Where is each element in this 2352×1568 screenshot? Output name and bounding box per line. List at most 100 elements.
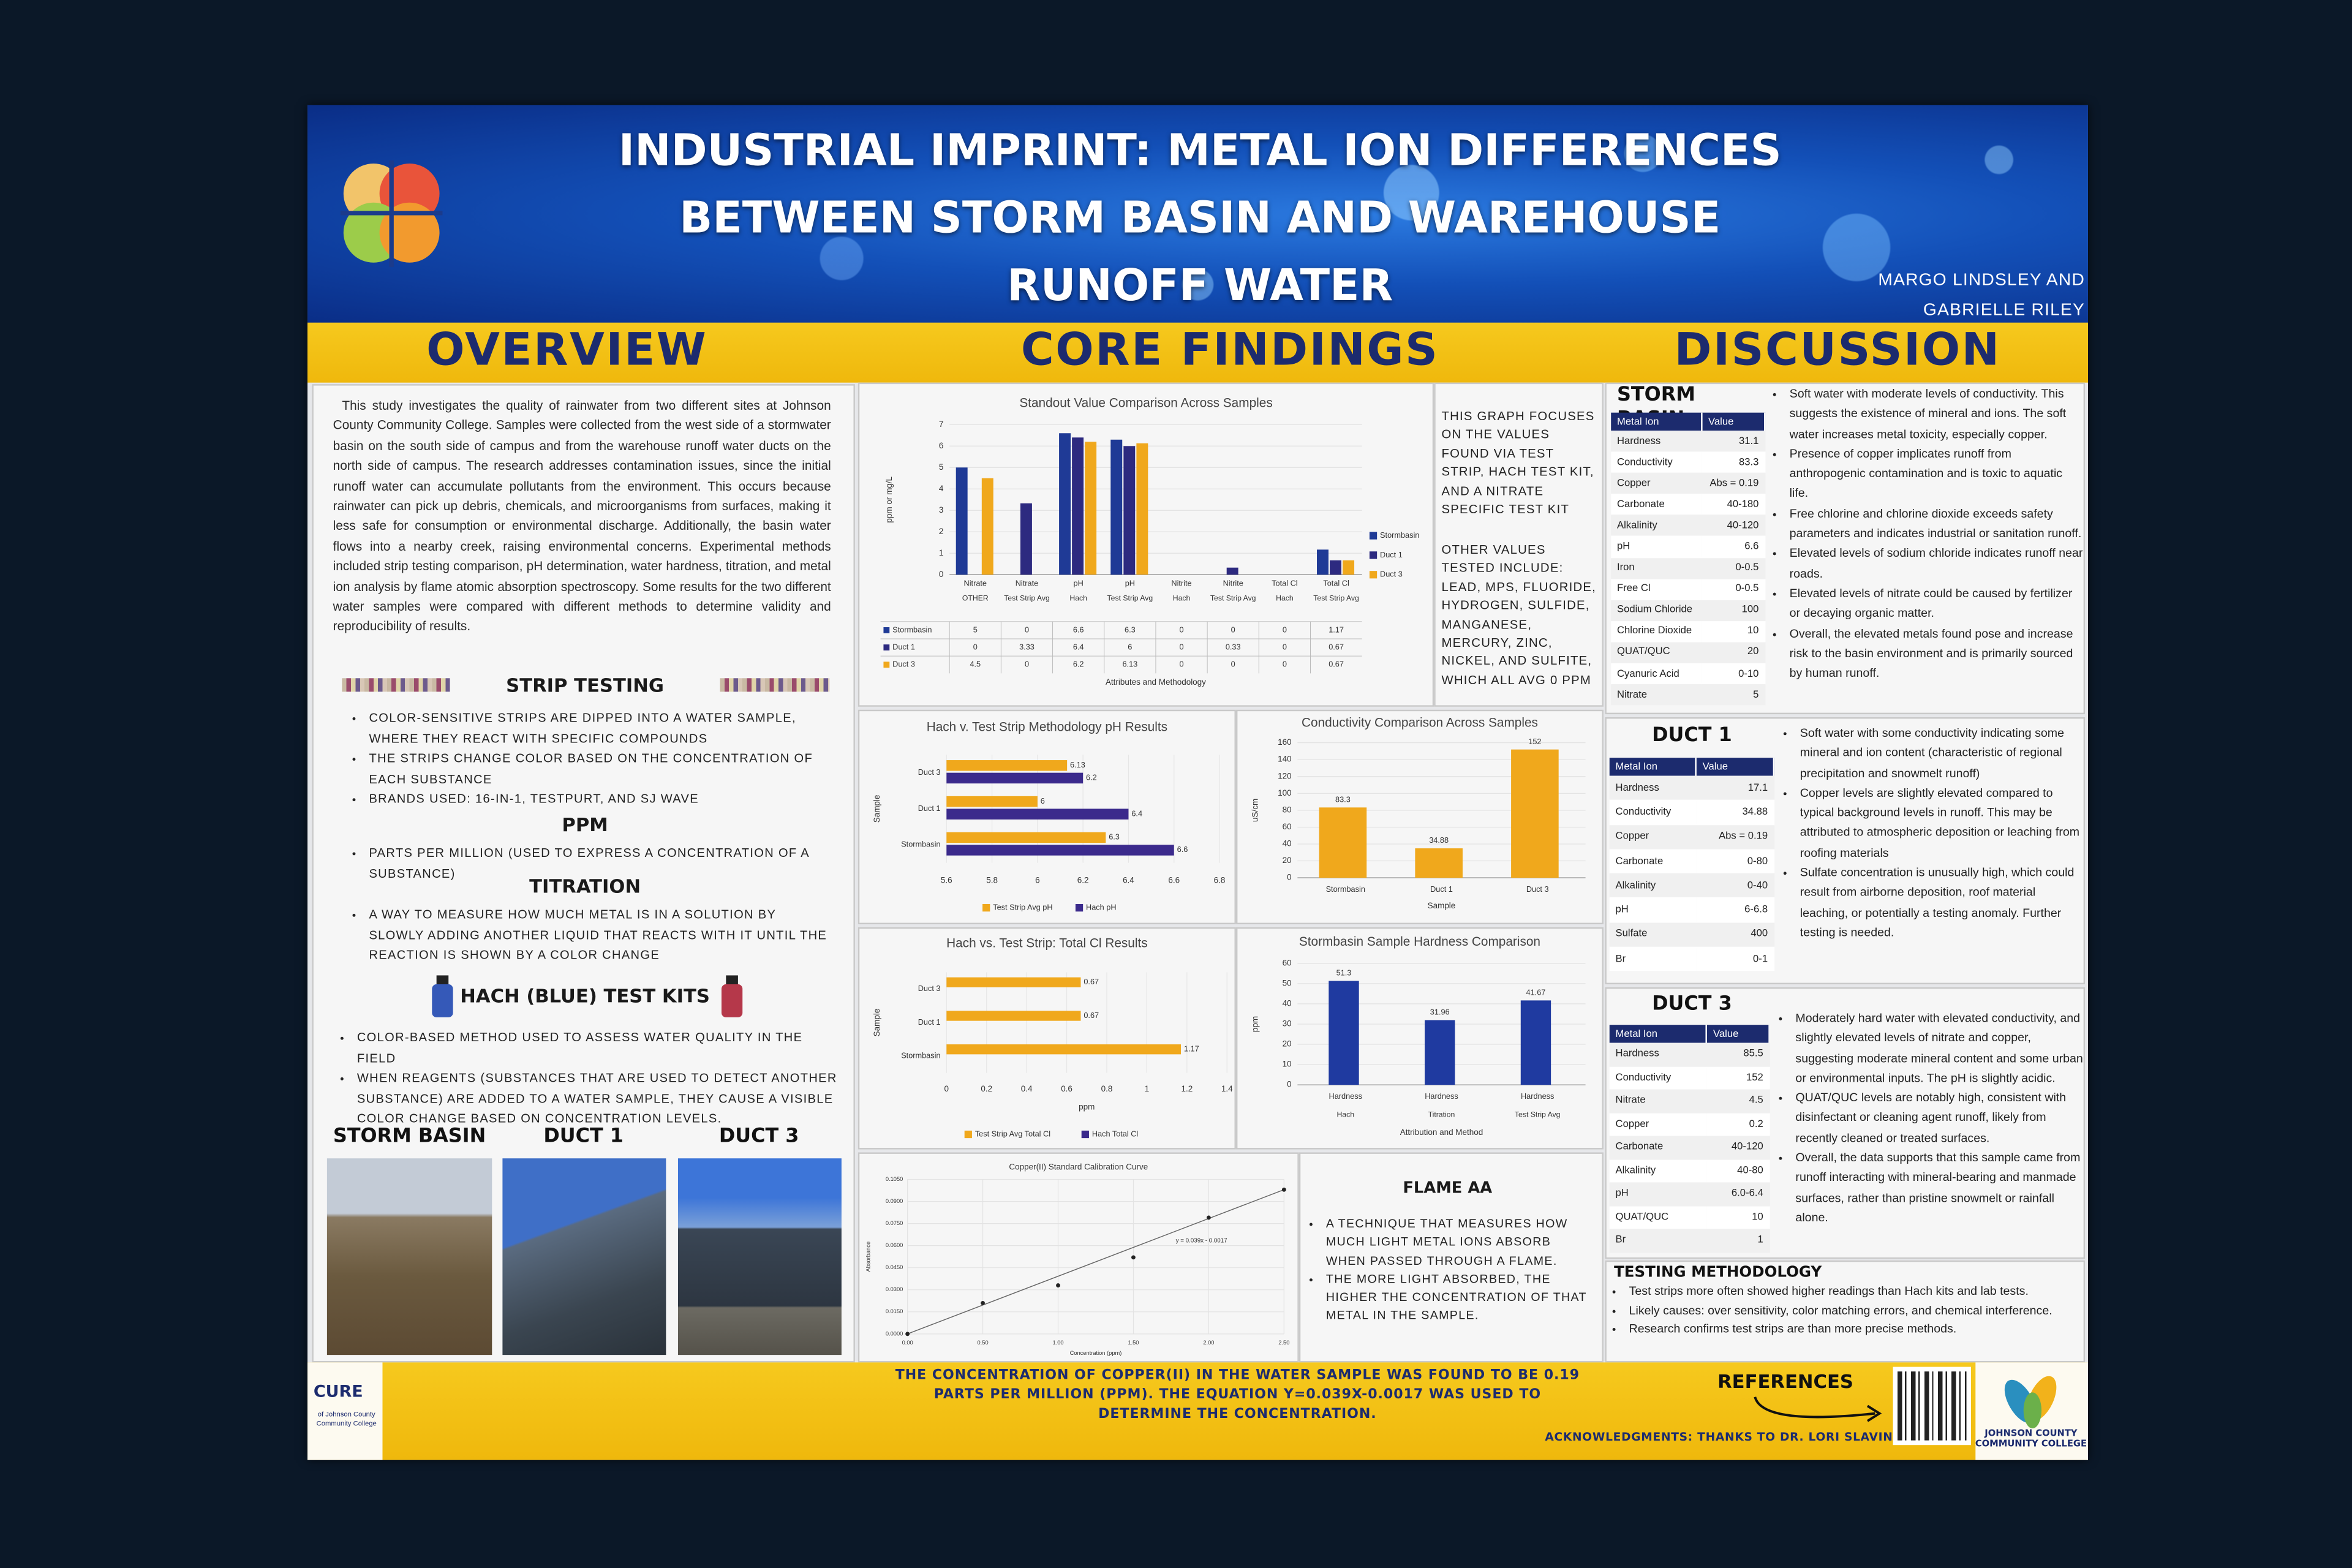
sub-heading: PPM	[562, 813, 608, 836]
column-header: Value	[1695, 758, 1775, 776]
column-header: Value	[1701, 412, 1766, 431]
bullet: Copper levels are slightly elevated comp…	[1800, 783, 2082, 863]
data-point	[981, 1300, 986, 1305]
bottle-cap	[726, 975, 738, 985]
data-table: Metal Ion Value Hardness 17.1 Conductivity 34…	[1609, 758, 1775, 971]
legend-swatch	[1081, 1130, 1089, 1139]
bullet-list: PARTS PER MILLION (USED TO EXPRESS A CON…	[351, 843, 831, 884]
y-tick-label: 100	[1278, 788, 1291, 797]
bullet: COLOR-BASED METHOD USED TO ASSESS WATER …	[357, 1028, 840, 1068]
brain-logo	[340, 160, 443, 268]
column-header: Metal Ion	[1609, 1025, 1708, 1043]
bottle-body	[721, 984, 743, 1017]
conductivity-chart: 0 20 40 60 80 100 120 140 160 Stormbasin 83.3 Duct …	[1250, 715, 1586, 910]
table-cell: 1	[1757, 1235, 1763, 1246]
data-label: 0.67	[1084, 1011, 1099, 1020]
bar	[946, 772, 1084, 784]
x-tick-label: Nitrite	[1171, 578, 1191, 587]
chart-title: Stormbasin Sample Hardness Comparison	[1299, 935, 1540, 949]
table-row: Hardness 85.5	[1609, 1042, 1770, 1066]
data-label: 0.67	[1084, 977, 1099, 986]
table-cell: Hardness	[1617, 435, 1661, 447]
authors: MARGO LINDSLEY AND GABRIELLE RILEY	[1725, 266, 2085, 326]
bullet-list: A TECHNIQUE THAT MEASURES HOW MUCH LIGHT…	[1308, 1215, 1593, 1326]
table-cell: 0	[1025, 625, 1029, 634]
x-tick-label: pH	[1074, 578, 1084, 587]
table-cell: Nitrate	[1617, 690, 1648, 701]
bar	[946, 760, 1068, 771]
hardness-chart: 0 10 20 30 40 50 60 Hardness Hach 51.3 Hardness Tit…	[1250, 935, 1586, 1137]
college-logo-text: JOHNSON COUNTY COMMUNITY COLLEGE	[1975, 1428, 2087, 1450]
x-tick-sublabel: Test Strip Avg	[1515, 1110, 1561, 1118]
intro-text: This study investigates the quality of r…	[333, 398, 831, 634]
x-tick-sublabel: OTHER	[962, 594, 989, 603]
x-tick-label: 1	[1145, 1084, 1149, 1093]
section-heading: CORE FINDINGS	[1020, 324, 1439, 377]
table-row: QUAT/QUC 20	[1611, 642, 1765, 663]
data-label: 31.96	[1430, 1008, 1450, 1017]
table-cell: 0	[1179, 660, 1183, 669]
y-tick-label: 2	[939, 527, 943, 536]
y-tick-label: Duct 1	[918, 1017, 941, 1027]
y-tick-label: 0.0750	[886, 1220, 903, 1226]
table-cell: Carbonate	[1615, 1142, 1664, 1153]
x-tick-label: Hardness	[1425, 1091, 1458, 1101]
bar	[1085, 442, 1097, 575]
table-row: Carbonate 40-120	[1609, 1136, 1770, 1159]
x-tick-label: Duct 1	[1430, 884, 1453, 894]
table-row: Carbonate 40-180	[1611, 494, 1765, 516]
data-label: 6.4	[1131, 809, 1142, 818]
y-tick-label: 60	[1283, 822, 1292, 831]
bullet-list: Soft water with moderate levels of condu…	[1771, 384, 2083, 684]
discussion-heading: TESTING METHODOLOGY	[1614, 1265, 1822, 1282]
table-row: Chlorine Dioxide 10	[1611, 620, 1765, 643]
y-tick-label: 120	[1278, 771, 1291, 780]
x-tick-label: 1.00	[1052, 1340, 1063, 1346]
column-header: Value	[1706, 1025, 1770, 1043]
table-row: Conductivity 83.3	[1611, 451, 1765, 473]
table-cell: pH	[1615, 1188, 1629, 1199]
data-label: 152	[1528, 737, 1541, 746]
total-cl-chart: 0 0.2 0.4 0.6 0.8 1 1.2 1.4 Duct 3 0.67 Duct 1 0.67…	[872, 936, 1233, 1139]
x-tick-label: Hardness	[1521, 1091, 1554, 1101]
x-axis-label: Sample	[1428, 901, 1456, 910]
x-tick-label: 0.4	[1021, 1084, 1033, 1093]
bullet: Research confirms test strips are than m…	[1629, 1321, 2082, 1340]
table-row: Br 1	[1609, 1229, 1770, 1253]
x-tick-label: Duct 3	[1526, 884, 1549, 894]
table-cell: 6-6.8	[1744, 905, 1768, 916]
chart-title: Standout Value Comparison Across Samples	[1019, 396, 1272, 410]
bottle-body	[432, 984, 453, 1017]
cure-logo-sub: of Johnson County Community College	[316, 1410, 377, 1427]
bar	[946, 1044, 1182, 1055]
table-row: Br 0-1	[1609, 946, 1774, 971]
table-row: Copper Abs = 0.19	[1609, 824, 1774, 850]
table-row: QUAT/QUC 10	[1609, 1205, 1770, 1229]
x-tick-label: Nitrite	[1223, 578, 1243, 587]
bar	[1136, 443, 1148, 575]
chart-note: THIS GRAPH FOCUSES ON THE VALUES FOUND V…	[1441, 408, 1595, 516]
legend-swatch	[1369, 571, 1378, 579]
legend-label: Hach pH	[1086, 902, 1116, 911]
table-cell: Nitrate	[1615, 1095, 1646, 1107]
table-cell: 0.67	[1329, 642, 1344, 651]
bullet: BRANDS USED: 16-IN-1, TESTPURT, AND SJ W…	[369, 790, 831, 810]
photo-label: DUCT 1	[543, 1125, 624, 1148]
table-cell: 152	[1746, 1072, 1763, 1084]
table-cell: 0-0.5	[1735, 584, 1759, 595]
bar	[1520, 1000, 1551, 1085]
table-cell: Carbonate	[1615, 856, 1664, 867]
y-tick-label: 60	[1283, 958, 1292, 967]
bar	[946, 832, 1106, 843]
table-cell: 6.3	[1125, 625, 1136, 634]
x-tick-label: Hardness	[1329, 1091, 1362, 1101]
table-cell: 0.33	[1226, 642, 1241, 651]
y-tick-label: Duct 3	[918, 767, 941, 777]
data-label: 6.6	[1177, 845, 1188, 854]
table-cell: 0	[1283, 625, 1287, 634]
x-axis-label: Attribution and Method	[1400, 1128, 1483, 1137]
table-cell: QUAT/QUC	[1615, 1212, 1669, 1223]
table-cell: 3.33	[1019, 642, 1035, 651]
